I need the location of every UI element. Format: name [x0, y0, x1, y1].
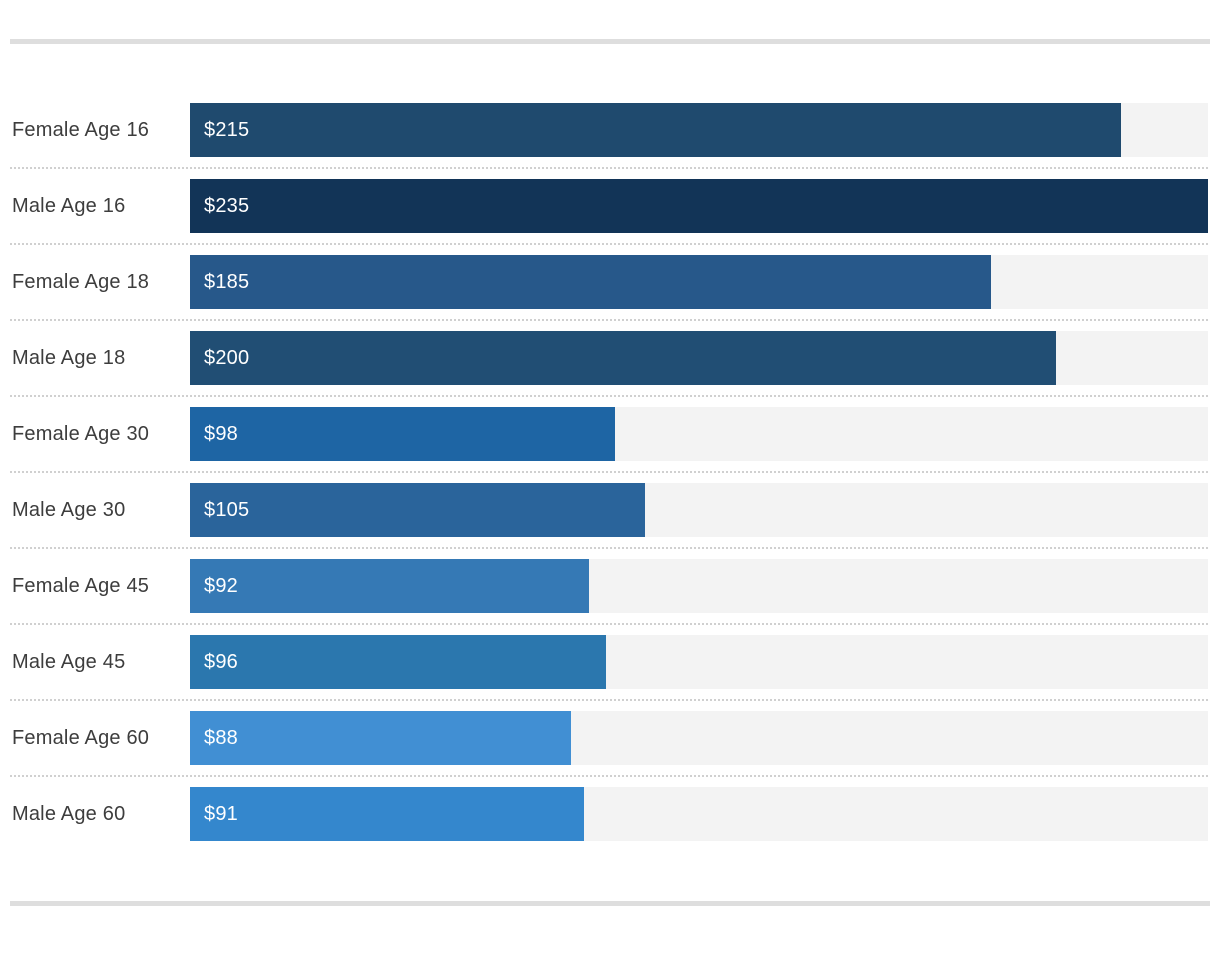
- bar-track: $105: [190, 483, 1208, 537]
- bar: $105: [190, 483, 645, 537]
- bar-track: $200: [190, 331, 1208, 385]
- row-separator-line: [10, 471, 1208, 473]
- chart-row: Male Age 60 $91: [10, 775, 1210, 852]
- bar-value-label: $215: [204, 118, 250, 141]
- bar-value-label: $96: [204, 650, 238, 673]
- row-separator-line: [10, 547, 1208, 549]
- category-label: Male Age 18: [12, 346, 126, 369]
- category-label: Male Age 16: [12, 194, 126, 217]
- bar: $215: [190, 103, 1122, 157]
- bar: $185: [190, 255, 992, 309]
- chart-row: Male Age 30 $105: [10, 471, 1210, 548]
- bar-track: $235: [190, 179, 1208, 233]
- category-label: Female Age 30: [12, 422, 150, 445]
- bar-track: $92: [190, 559, 1208, 613]
- chart-row: Female Age 60 $88: [10, 699, 1210, 776]
- bar-value-label: $105: [204, 498, 250, 521]
- bar: $92: [190, 559, 589, 613]
- chart-row: Female Age 18 $185: [10, 243, 1210, 320]
- category-label: Female Age 16: [12, 118, 150, 141]
- bar-value-label: $235: [204, 194, 250, 217]
- row-separator-line: [10, 395, 1208, 397]
- category-label: Male Age 60: [12, 802, 126, 825]
- bar: $235: [190, 179, 1208, 233]
- row-separator-line: [10, 243, 1208, 245]
- chart-row: Male Age 45 $96: [10, 623, 1210, 700]
- bar-track: $98: [190, 407, 1208, 461]
- bar-track: $96: [190, 635, 1208, 689]
- bar-value-label: $98: [204, 422, 238, 445]
- chart-row: Female Age 16 $215: [10, 92, 1210, 168]
- chart-page: Female Age 16 $215 Male Age 16 $235 Fema…: [0, 39, 1220, 906]
- row-separator-line: [10, 775, 1208, 777]
- bar-track: $215: [190, 103, 1208, 157]
- bar-value-label: $88: [204, 726, 238, 749]
- bar-chart: Female Age 16 $215 Male Age 16 $235 Fema…: [10, 92, 1210, 852]
- category-label: Female Age 45: [12, 574, 150, 597]
- category-label: Female Age 60: [12, 726, 150, 749]
- bar-value-label: $185: [204, 270, 250, 293]
- bar: $91: [190, 787, 585, 841]
- category-label: Female Age 18: [12, 270, 150, 293]
- category-label: Male Age 30: [12, 498, 126, 521]
- row-separator-line: [10, 167, 1208, 169]
- bar: $96: [190, 635, 606, 689]
- bar-value-label: $92: [204, 574, 238, 597]
- top-divider: [10, 39, 1210, 44]
- bar-track: $185: [190, 255, 1208, 309]
- chart-row: Female Age 30 $98: [10, 395, 1210, 472]
- row-separator-line: [10, 319, 1208, 321]
- chart-row: Female Age 45 $92: [10, 547, 1210, 624]
- chart-row: Male Age 18 $200: [10, 319, 1210, 396]
- bar: $200: [190, 331, 1057, 385]
- bar: $98: [190, 407, 615, 461]
- row-separator-line: [10, 623, 1208, 625]
- category-label: Male Age 45: [12, 650, 126, 673]
- bar-track: $91: [190, 787, 1208, 841]
- chart-row: Male Age 16 $235: [10, 167, 1210, 244]
- bar-value-label: $200: [204, 346, 250, 369]
- bar-track: $88: [190, 711, 1208, 765]
- row-separator-line: [10, 699, 1208, 701]
- bar: $88: [190, 711, 572, 765]
- bottom-divider: [10, 901, 1210, 906]
- bar-value-label: $91: [204, 802, 238, 825]
